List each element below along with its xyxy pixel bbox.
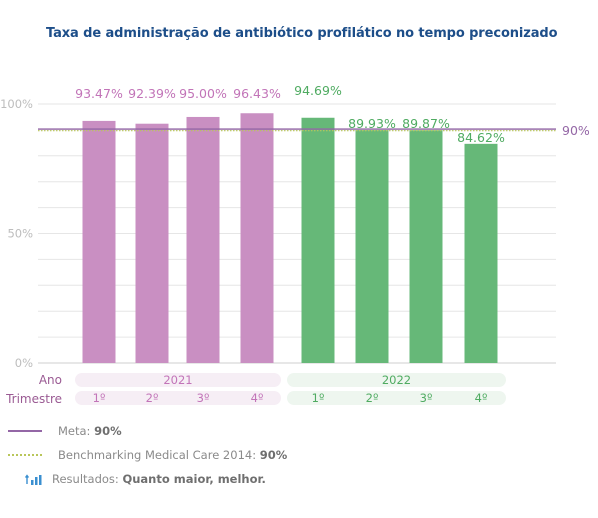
- year-band: [75, 373, 281, 387]
- bar: [355, 130, 389, 363]
- bar-value-label: 92.39%: [128, 86, 176, 101]
- quarter-label: 2º: [366, 391, 379, 405]
- legend-benchmark-label: Benchmarking Medical Care 2014:: [58, 448, 257, 462]
- quarter-label: 3º: [197, 391, 210, 405]
- legend-meta-label: Meta:: [58, 424, 91, 438]
- bar: [240, 113, 274, 363]
- quarter-label: 4º: [475, 391, 488, 405]
- year-band: [287, 373, 506, 387]
- bar: [301, 117, 335, 363]
- reference-line-label: 90%: [562, 123, 590, 138]
- row-label-quarter: Trimestre: [5, 392, 62, 406]
- quarter-label: 3º: [420, 391, 433, 405]
- bar-value-label: 94.69%: [294, 83, 342, 98]
- legend-meta-value: 90%: [94, 424, 122, 438]
- quarter-label: 1º: [312, 391, 325, 405]
- bar-chart-up-arrow-icon: [24, 474, 42, 485]
- quarter-label: 1º: [93, 391, 106, 405]
- y-tick-label: 0%: [15, 356, 33, 370]
- quarter-band: [75, 391, 281, 405]
- bar-value-label: 89.93%: [348, 116, 396, 131]
- legend-results: Resultados: Quanto maior, melhor.: [8, 472, 266, 486]
- legend-benchmark: Benchmarking Medical Care 2014: 90%: [8, 448, 287, 462]
- row-label-year: Ano: [39, 373, 62, 387]
- bar-chart: 100% 50% 0% 93.47% 92.39% 95.00% 96.43% 94.69% 8…: [0, 83, 590, 406]
- bar-value-label: 84.62%: [457, 130, 505, 145]
- benchmark-line-swatch: [8, 454, 42, 456]
- year-label: 2022: [382, 373, 411, 387]
- legend-meta: Meta: 90%: [8, 424, 122, 438]
- bar: [186, 116, 220, 363]
- bar-value-label: 95.00%: [179, 86, 227, 101]
- year-label: 2021: [163, 373, 192, 387]
- quarter-band: [287, 391, 506, 405]
- legend-benchmark-value: 90%: [259, 448, 288, 462]
- bar: [464, 143, 498, 363]
- quarter-label: 2º: [146, 391, 159, 405]
- legend-results-value: Quanto maior, melhor.: [122, 472, 266, 486]
- bar-value-label: 89.87%: [402, 116, 450, 131]
- page-title: Taxa de administração de antibiótico pro…: [46, 26, 558, 41]
- quarter-label: 4º: [251, 391, 264, 405]
- y-tick-label: 50%: [7, 227, 33, 241]
- bar-value-label: 96.43%: [233, 86, 281, 101]
- bar: [82, 120, 116, 364]
- legend-results-label: Resultados:: [52, 472, 119, 486]
- bar: [135, 123, 169, 363]
- meta-line-swatch: [8, 430, 42, 432]
- bar: [409, 130, 443, 363]
- bar-value-label: 93.47%: [75, 86, 123, 101]
- y-tick-label: 100%: [0, 97, 33, 111]
